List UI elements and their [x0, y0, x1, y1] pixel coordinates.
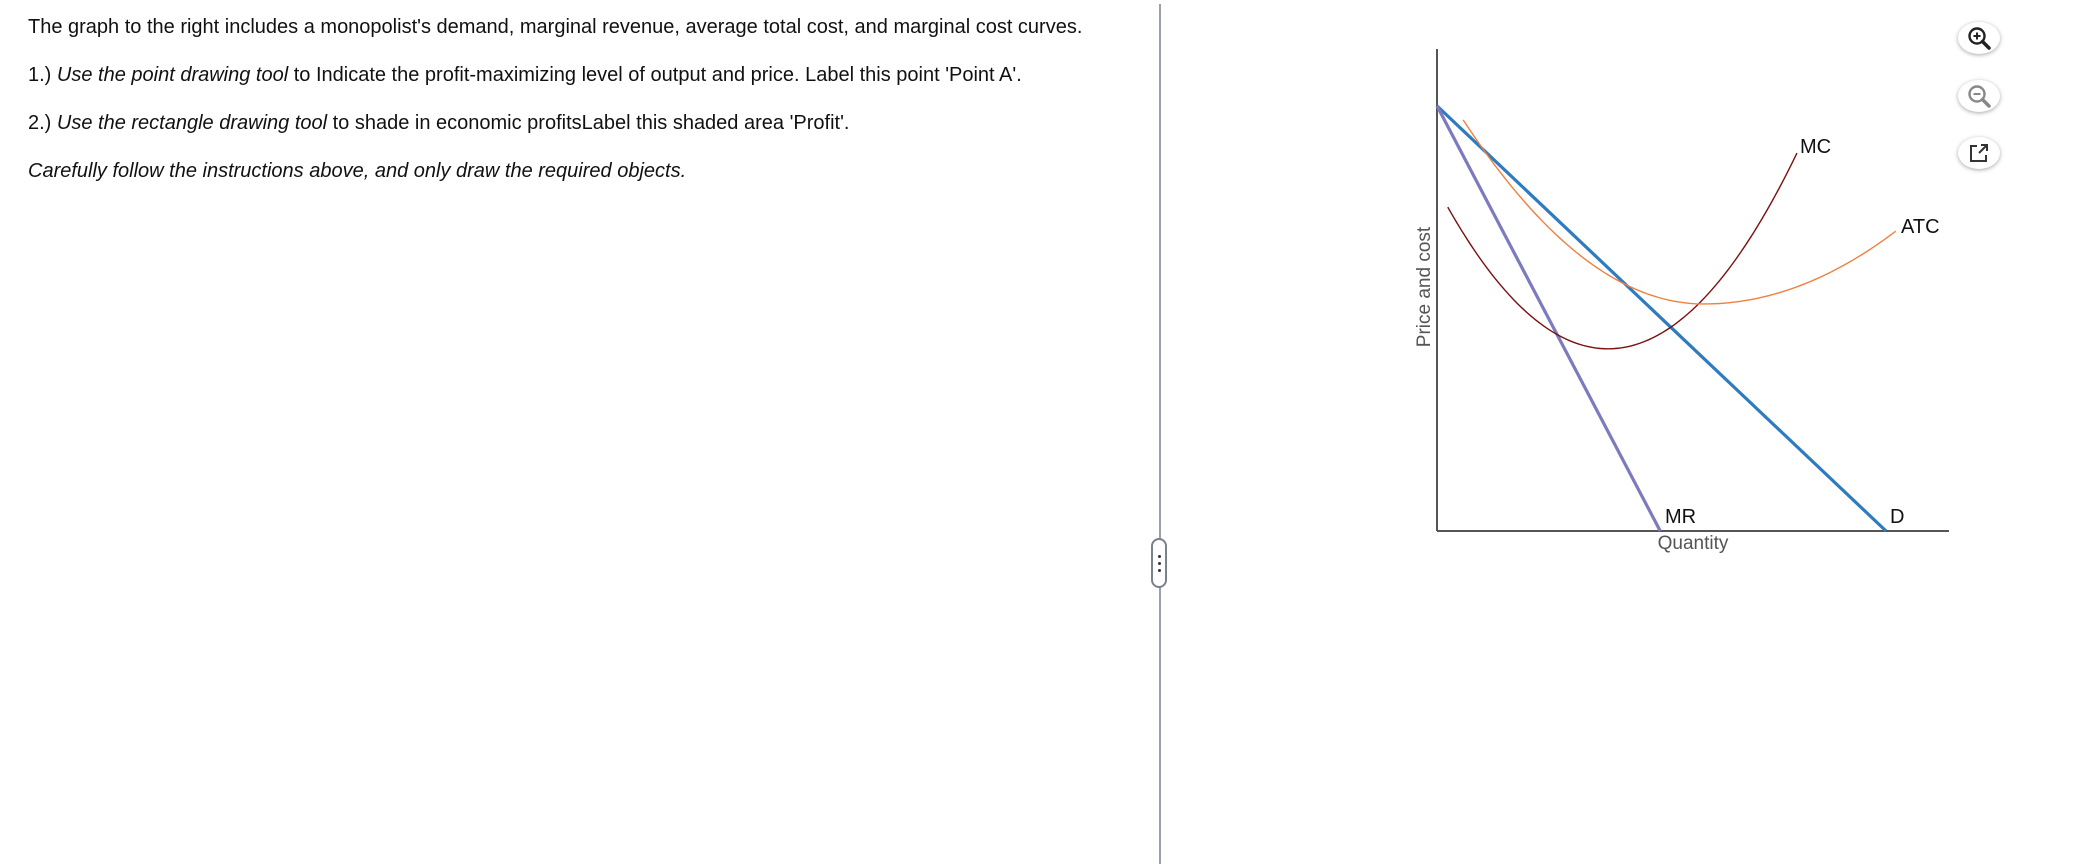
note-text: Carefully follow the instructions above,… [28, 158, 1138, 185]
instructions-panel: The graph to the right includes a monopo… [28, 14, 1138, 206]
d-label: D [1890, 506, 1904, 528]
step-1-text: to Indicate the profit-maximizing level … [288, 64, 1022, 86]
step-1-prefix: 1.) [28, 64, 57, 86]
pop-out-button[interactable] [1958, 137, 2000, 169]
y-axis-label: Price and cost [1414, 226, 1435, 347]
mr-curve [1435, 105, 1662, 532]
pop-out-icon [1970, 144, 1988, 162]
zoom-in-icon [1968, 27, 1991, 50]
mr-label: MR [1665, 506, 1696, 528]
atc-curve [1462, 119, 1897, 305]
step-2-prefix: 2.) [28, 112, 57, 134]
step-2: 2.) Use the rectangle drawing tool to sh… [28, 110, 1138, 137]
mc-curve [1447, 152, 1798, 350]
step-2-text: to shade in economic profitsLabel this s… [327, 112, 850, 134]
d-curve [1435, 104, 1888, 533]
zoom-in-button[interactable] [1958, 22, 2000, 54]
zoom-out-icon [1968, 85, 1991, 108]
x-axis-label: Quantity [1658, 533, 1729, 554]
intro-text: The graph to the right includes a monopo… [28, 16, 1083, 38]
step-1: 1.) Use the point drawing tool to Indica… [28, 62, 1138, 89]
atc-label: ATC [1901, 216, 1940, 238]
step-1-tool: Use the point drawing tool [56, 64, 289, 86]
panel-divider[interactable] [1159, 4, 1161, 864]
divider-drag-handle[interactable] [1151, 538, 1167, 588]
note-italic: Carefully follow the instructions above,… [28, 160, 687, 182]
zoom-out-button[interactable] [1958, 80, 2000, 112]
step-2-tool: Use the rectangle drawing tool [56, 112, 328, 134]
mc-label: MC [1800, 136, 1831, 158]
